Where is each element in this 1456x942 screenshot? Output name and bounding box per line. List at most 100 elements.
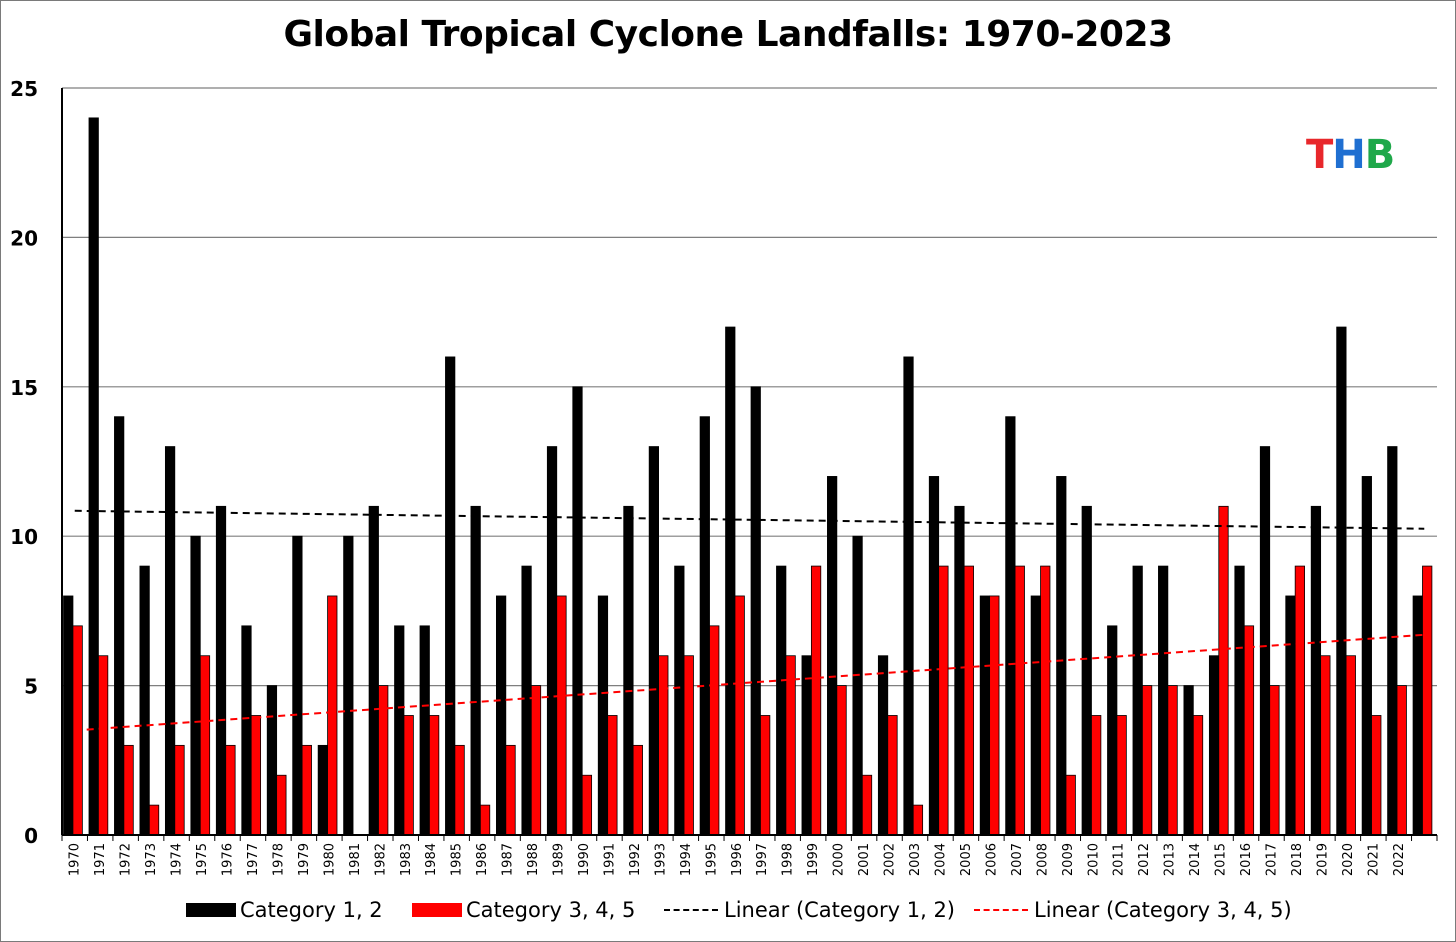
bar-cat345-1991 [607, 715, 618, 836]
legend-label-cat345: Category 3, 4, 5 [466, 898, 636, 922]
x-tick-label-1984: 1984 [424, 843, 439, 876]
bar-cat345-1988 [530, 685, 542, 836]
bar-cat345-1975 [199, 655, 211, 836]
bar-cat12-1985 [445, 356, 456, 836]
bar-cat12-2007 [1005, 416, 1016, 836]
bar-cat12-2001 [852, 535, 863, 836]
bar-cat345-2002 [887, 715, 898, 836]
x-tick-label-2001: 2001 [857, 843, 872, 876]
y-tick-label: 15 [10, 376, 38, 400]
x-tick-label-1980: 1980 [322, 843, 337, 876]
bar-cat12-1982 [368, 505, 379, 836]
bar-cat345-1999 [810, 565, 822, 836]
bar-cat12-1992 [623, 505, 634, 836]
bar-cat345-1989 [556, 595, 567, 836]
bar-cat345-1993 [658, 655, 669, 836]
bar-cat345-2000 [836, 685, 847, 836]
legend-swatch-cat345 [412, 903, 462, 917]
legend-label-cat12: Category 1, 2 [240, 898, 383, 922]
bar-cat12-1991 [597, 595, 609, 836]
y-tick-label: 20 [10, 226, 38, 250]
bar-cat12-1998 [776, 565, 787, 836]
bar-cat12-2013 [1158, 565, 1169, 836]
bar-cat345-1997 [760, 715, 771, 836]
bar-cat12-1983 [394, 625, 405, 836]
x-tick-label-1972: 1972 [119, 843, 134, 876]
x-tick-label-1986: 1986 [475, 843, 490, 876]
x-tick-label-2014: 2014 [1188, 843, 1203, 876]
bar-cat345-2017 [1269, 685, 1280, 836]
bar-cat345-1992 [632, 744, 643, 836]
x-tick-label-2022: 2022 [1392, 843, 1407, 876]
bar-cat12-2000 [827, 476, 838, 836]
bar-cat345-2015 [1218, 505, 1229, 836]
bar-cat12-1971 [88, 117, 99, 836]
bar-cat345-1971 [98, 655, 109, 836]
bar-cat345-2023 [1422, 565, 1433, 836]
x-tick-label-2004: 2004 [933, 843, 948, 876]
x-tick-label-1974: 1974 [170, 843, 185, 876]
x-tick-label-1988: 1988 [526, 843, 541, 876]
x-tick-label-1975: 1975 [195, 843, 210, 876]
x-tick-label-2010: 2010 [1086, 843, 1101, 876]
bar-cat345-2022 [1396, 685, 1407, 836]
bar-cat12-1995 [699, 416, 710, 836]
legend-item-lin12: Linear (Category 1, 2) [664, 898, 955, 922]
bar-cat12-1984 [419, 625, 430, 836]
legend-item-lin345: Linear (Category 3, 4, 5) [974, 898, 1292, 922]
legend-item-cat345: Category 3, 4, 5 [412, 898, 635, 922]
bar-cat12-1990 [572, 386, 583, 836]
x-tick-label-1979: 1979 [297, 843, 312, 876]
y-tick-label: 25 [10, 77, 38, 101]
y-tick-label: 10 [10, 525, 38, 549]
bar-cat345-2020 [1345, 655, 1356, 836]
bar-cat345-1985 [454, 744, 465, 836]
chart-title: Global Tropical Cyclone Landfalls: 1970-… [283, 14, 1173, 55]
bar-cat12-2014 [1183, 685, 1194, 836]
bar-cat12-2010 [1081, 505, 1092, 836]
bar-cat12-1994 [674, 565, 685, 836]
x-tick-label-2013: 2013 [1163, 843, 1178, 876]
x-tick-label-2016: 2016 [1239, 843, 1254, 876]
bar-cat12-1978 [266, 685, 278, 836]
bar-cat12-1977 [241, 625, 252, 836]
bar-cat345-1984 [429, 715, 440, 836]
bar-cat12-1973 [139, 565, 150, 836]
bar-cat12-1989 [546, 446, 558, 836]
bar-cat12-2015 [1208, 655, 1220, 836]
bar-cat345-1976 [225, 744, 236, 836]
x-tick-label-2007: 2007 [1010, 843, 1025, 876]
x-tick-label-2021: 2021 [1366, 843, 1381, 876]
x-tick-label-1994: 1994 [679, 843, 694, 876]
bar-cat345-2021 [1371, 715, 1382, 836]
x-tick-label-2003: 2003 [908, 843, 923, 876]
bar-cat345-2009 [1065, 774, 1076, 836]
chart-legend: Category 1, 2 Category 3, 4, 5 Linear (C… [0, 898, 1456, 928]
x-tick-label-1995: 1995 [704, 843, 719, 876]
x-tick-label-2017: 2017 [1264, 843, 1279, 876]
bar-cat345-2001 [861, 774, 873, 836]
bar-cat12-2020 [1336, 326, 1347, 836]
bar-cat345-2008 [1040, 565, 1051, 836]
bar-cat345-1979 [301, 744, 312, 836]
x-tick-label-2009: 2009 [1061, 843, 1076, 876]
x-tick-label-1971: 1971 [93, 843, 108, 876]
x-tick-label-1970: 1970 [68, 843, 83, 876]
x-tick-label-1982: 1982 [373, 843, 388, 876]
bar-cat12-2005 [954, 505, 965, 836]
bar-cat12-2008 [1030, 595, 1041, 836]
x-tick-label-2005: 2005 [959, 843, 974, 876]
bar-cat345-2014 [1192, 715, 1204, 836]
bar-cat345-2006 [989, 595, 1000, 836]
x-tick-label-1993: 1993 [653, 843, 668, 876]
legend-label-lin345: Linear (Category 3, 4, 5) [1034, 898, 1292, 922]
x-tick-label-1977: 1977 [246, 843, 261, 876]
bar-cat12-2019 [1310, 505, 1322, 836]
x-tick-label-2019: 2019 [1315, 843, 1330, 876]
bar-cat345-2010 [1091, 715, 1102, 836]
x-tick-label-1991: 1991 [602, 843, 617, 876]
x-tick-label-1990: 1990 [577, 843, 592, 876]
legend-dash-lin12 [664, 909, 718, 911]
x-tick-label-2006: 2006 [984, 843, 999, 876]
bar-cat345-1980 [327, 595, 338, 836]
